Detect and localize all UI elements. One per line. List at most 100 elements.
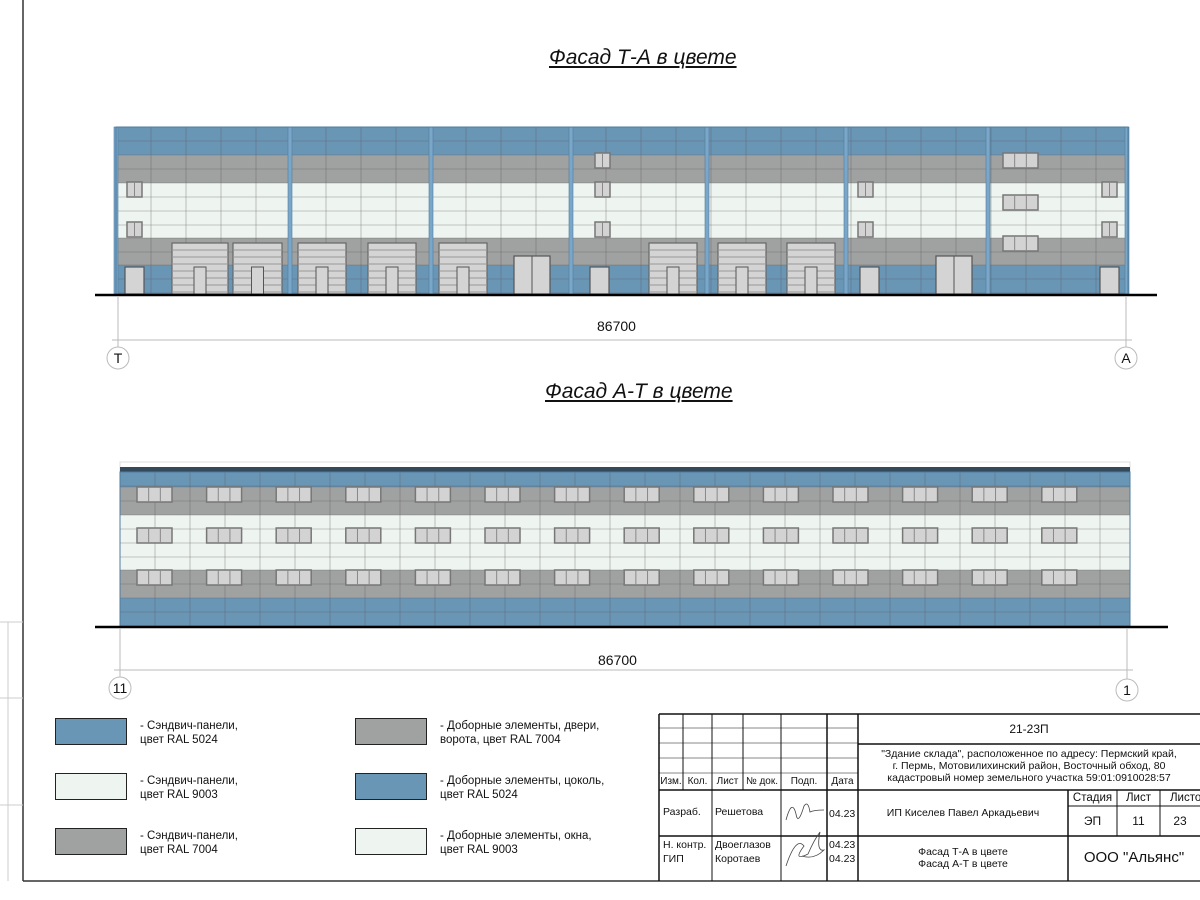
wicket-door	[456, 266, 470, 295]
window	[205, 486, 243, 503]
window	[553, 527, 591, 544]
legend-label: - Доборные элементы, двери, ворота, цвет…	[440, 720, 600, 746]
window	[901, 527, 939, 544]
legend-label: - Доборные элементы, окна, цвет RAL 9003	[440, 830, 592, 856]
window	[971, 527, 1008, 544]
legend-label: - Доборные элементы, цоколь, цвет RAL 50…	[440, 775, 605, 801]
axis-label-left: 11	[112, 680, 128, 696]
window	[345, 486, 382, 503]
panel-band	[120, 472, 1130, 487]
panel-band	[120, 598, 1130, 626]
legend-swatch	[55, 718, 127, 745]
window	[345, 527, 382, 544]
sheets-label: Листов	[1170, 792, 1200, 804]
window	[832, 569, 869, 586]
window	[693, 486, 730, 503]
window	[1002, 235, 1039, 252]
title-block-header: Кол.	[687, 776, 708, 787]
axis-bubble	[108, 676, 132, 700]
window	[136, 527, 173, 544]
wicket-door	[666, 266, 680, 295]
legend-swatch	[355, 718, 427, 745]
axis-label-right: 1	[1123, 682, 1131, 698]
window	[623, 527, 660, 544]
pilaster	[428, 126, 434, 295]
author: ИП Киселев Павел Аркадьевич	[886, 807, 1040, 819]
panel-band	[116, 155, 1128, 183]
window	[553, 486, 591, 503]
window	[1002, 152, 1039, 169]
wicket-door	[251, 266, 264, 295]
signature-row-role: ГИП	[663, 853, 684, 865]
title-block-grid	[658, 713, 1200, 881]
stage-value: ЭП	[1083, 814, 1102, 828]
title-block-header: Дата	[831, 776, 854, 787]
signature-row-role: Н. контр.	[663, 839, 707, 851]
parapet-flashing	[120, 467, 1130, 472]
sheets-value: 23	[1173, 814, 1187, 828]
window	[623, 486, 660, 503]
window	[484, 569, 521, 586]
legend-label: - Сэндвич-панели, цвет RAL 5024	[140, 720, 238, 746]
window	[971, 569, 1008, 586]
window	[762, 527, 800, 544]
window	[484, 486, 521, 503]
window	[623, 569, 660, 586]
window	[762, 486, 800, 503]
facade-t-a-drawing	[95, 126, 1157, 370]
legend-label: - Сэндвич-панели, цвет RAL 9003	[140, 775, 238, 801]
facade-t-a-dimension: 86700	[597, 318, 636, 334]
object-description: "Здание склада", расположенное по адресу…	[881, 748, 1177, 784]
project-code: 21-23П	[1009, 722, 1049, 736]
pilaster	[843, 126, 849, 295]
facade-a-t-dimension: 86700	[598, 652, 637, 668]
legend-swatch	[55, 773, 127, 800]
sheet-title: Фасад Т-А в цвете Фасад А-Т в цвете	[918, 846, 1008, 870]
axis-bubble	[106, 346, 130, 370]
window	[832, 486, 869, 503]
sheet-label: Лист	[1126, 792, 1151, 804]
window	[1041, 486, 1078, 503]
title-block-header: Подп.	[790, 776, 818, 787]
axis-bubble	[1114, 346, 1138, 370]
window	[901, 486, 939, 503]
door	[589, 266, 610, 295]
facade-a-t-title: Фасад А-Т в цвете	[545, 380, 733, 403]
signature-row-role: Разраб.	[663, 806, 701, 818]
window	[414, 569, 452, 586]
title-block-header: № док.	[745, 776, 779, 787]
stage-label: Стадия	[1072, 792, 1113, 804]
pilaster	[287, 126, 293, 295]
panel-band	[116, 127, 1128, 155]
signature-row-date: 04.23	[829, 853, 856, 865]
window	[901, 569, 939, 586]
window	[136, 486, 173, 503]
signature-row-date: 04.23	[829, 808, 856, 820]
panel-band	[116, 183, 1128, 238]
signature-row-name: Двоеглазов	[715, 839, 771, 851]
title-block-header: Изм.	[660, 776, 682, 787]
door	[124, 266, 145, 295]
wicket-door	[315, 266, 329, 295]
window	[1002, 194, 1039, 211]
window	[275, 527, 312, 544]
signature-scribble	[785, 831, 826, 867]
pilaster	[704, 126, 710, 295]
company-name: ООО "Альянс"	[1083, 849, 1185, 866]
legend-swatch	[355, 773, 427, 800]
window	[205, 569, 243, 586]
legend-label: - Сэндвич-панели, цвет RAL 7004	[140, 830, 238, 856]
window	[971, 486, 1008, 503]
legend-swatch	[355, 828, 427, 855]
window	[136, 569, 173, 586]
sheet-value: 11	[1132, 814, 1145, 828]
pilaster	[985, 126, 991, 295]
window	[693, 569, 730, 586]
axis-bubble	[1115, 678, 1139, 702]
window	[414, 527, 452, 544]
window	[345, 569, 382, 586]
signature-row-date: 04.23	[829, 839, 856, 851]
signature-scribble	[785, 803, 825, 821]
pilaster	[568, 126, 574, 295]
